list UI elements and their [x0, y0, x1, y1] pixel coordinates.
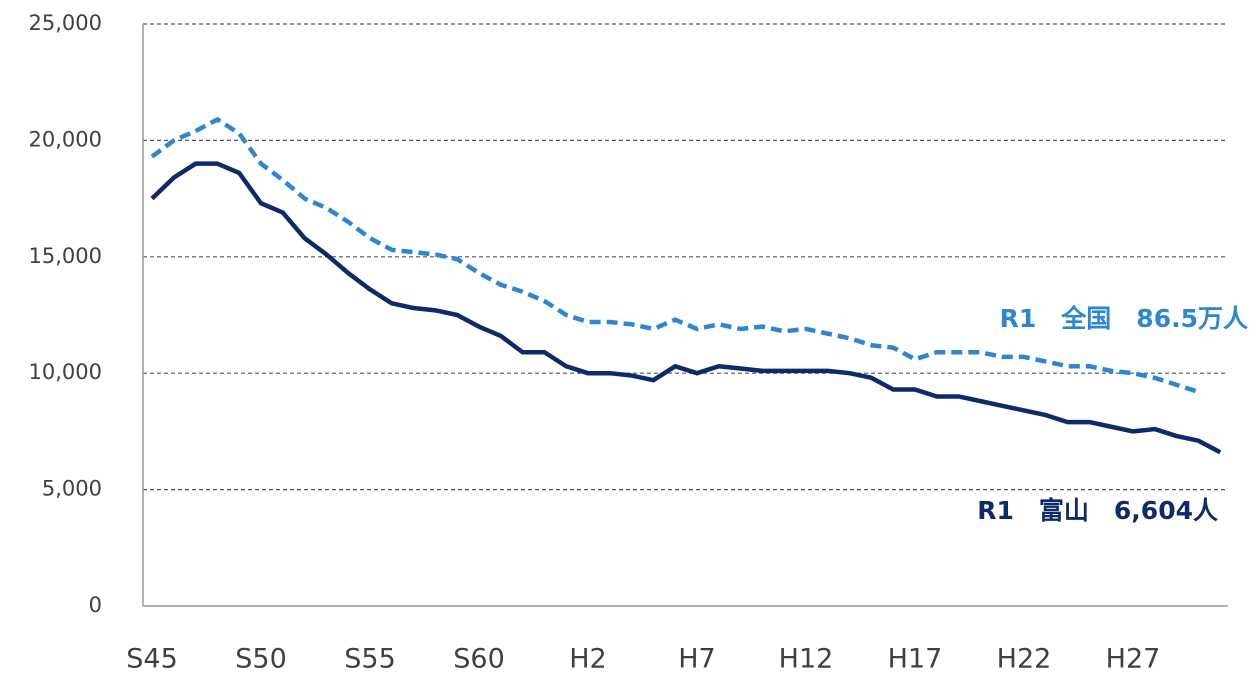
y-tick-label: 25,000 [29, 11, 102, 35]
annotation-national: R1 全国 86.5万人 [1000, 304, 1248, 333]
y-tick-label: 20,000 [29, 127, 102, 151]
y-tick-label: 5,000 [42, 477, 102, 501]
x-tick-label: H2 [569, 644, 606, 675]
y-tick-label: 10,000 [29, 360, 102, 384]
x-tick-label: H7 [678, 644, 715, 675]
x-tick-label: H17 [888, 644, 943, 675]
x-tick-label: S60 [453, 644, 505, 675]
x-tick-label: H27 [1106, 644, 1161, 675]
series-line [150, 117, 1200, 394]
x-tick-label: H22 [997, 644, 1052, 675]
series-line [150, 161, 1222, 455]
annotation-toyama: R1 富山 6,604人 [977, 496, 1218, 525]
x-tick-label: S50 [235, 644, 287, 675]
y-tick-label: 0 [89, 593, 102, 617]
x-tick-label: S55 [344, 644, 396, 675]
y-tick-label: 15,000 [29, 244, 102, 268]
x-tick-label: H12 [779, 644, 834, 675]
x-tick-label: S45 [126, 644, 178, 675]
